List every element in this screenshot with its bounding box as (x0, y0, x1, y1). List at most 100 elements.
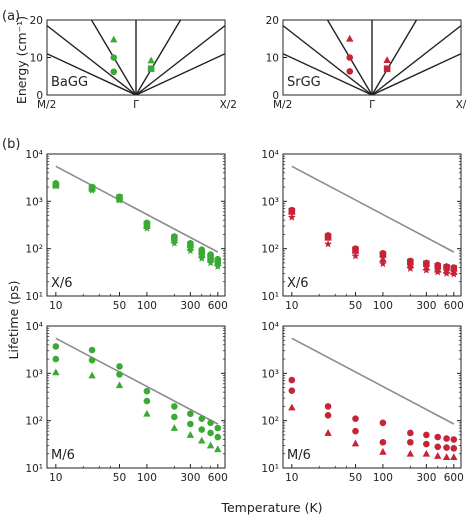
x-tick-label: X/2 (220, 99, 237, 111)
data-point (187, 410, 194, 418)
data-point (379, 419, 387, 427)
panel-a-label: (a) (2, 9, 20, 24)
data-point (379, 447, 387, 455)
data-point (379, 251, 387, 258)
data-point (198, 250, 206, 258)
data-point (449, 270, 458, 278)
data-point (351, 251, 360, 260)
x-tick-label: 10 (49, 472, 62, 484)
data-point (207, 429, 214, 437)
reference-line (291, 337, 455, 425)
data-point (52, 343, 60, 350)
data-point (442, 453, 451, 460)
y-tick-label: 10⁴ (261, 321, 279, 333)
x-tick-label: 300 (416, 472, 436, 484)
y-tick-label: 10² (261, 244, 279, 256)
direction-label: M/6 (287, 448, 311, 463)
plot-frame (282, 325, 462, 469)
data-point (110, 35, 118, 43)
dispersion-branch (371, 20, 418, 95)
data-point (407, 429, 414, 437)
y-tick-label: 20 (266, 15, 279, 27)
data-point (186, 246, 195, 255)
data-point (383, 65, 391, 73)
data-point (171, 413, 178, 421)
x-tick-label: 50 (349, 300, 362, 312)
x-tick-label: Γ (369, 99, 375, 111)
lifetime-plot-bagg-X6: 10¹ 10² 10³ 10⁴ 10 50 100 300 600 X/6 (25, 149, 227, 312)
dispersion-lines (283, 20, 461, 95)
direction-label: M/6 (51, 448, 75, 463)
lifetime-plot-srgg-X6: 10¹ 10² 10³ 10⁴ 10 50 100 300 600 X/6 (261, 149, 463, 312)
data-point (143, 224, 151, 232)
data-point (324, 233, 332, 241)
data-point (423, 440, 430, 448)
x-tick-label: 600 (208, 472, 228, 484)
y-tick-label: 10² (25, 244, 43, 256)
direction-label: X/6 (287, 276, 309, 291)
data-point (422, 449, 431, 457)
data-point (115, 196, 124, 204)
dispersion-branch (371, 25, 461, 95)
data-point (214, 424, 222, 432)
data-point (110, 68, 118, 76)
data-point (351, 439, 360, 447)
data-point (116, 371, 123, 378)
lifetime-plot-bagg-M6: 10¹ 10² 10³ 10⁴ 10 50 100 300 600 M/6 (25, 321, 227, 484)
data-point (170, 424, 179, 431)
x-tick-label: 10 (285, 472, 298, 484)
x-tick-label: 100 (137, 472, 157, 484)
data-point (346, 34, 354, 42)
dispersion-branch (283, 25, 373, 95)
data-point (407, 438, 414, 446)
data-point (143, 397, 151, 405)
data-point (288, 403, 296, 411)
panel-b-label: (b) (2, 137, 20, 152)
dispersion-plot-bagg: 0 10 20 M/2 Γ X/2 BaGG (30, 15, 237, 111)
dispersion-branch (283, 53, 373, 95)
data-point (379, 255, 387, 263)
data-point (443, 444, 450, 451)
data-point (198, 436, 206, 444)
dispersion-branch (135, 53, 225, 95)
data-point (324, 411, 332, 419)
data-point (287, 213, 296, 221)
data-point (450, 436, 458, 443)
data-point (442, 269, 451, 277)
data-point (170, 239, 179, 247)
data-point (379, 438, 387, 446)
dispersion-branch (135, 20, 182, 95)
data-point (198, 415, 206, 423)
energy-axis-label: Energy (cm⁻¹) (14, 16, 29, 104)
x-tick-label: 300 (180, 300, 200, 312)
data-point (52, 368, 60, 376)
dispersion-lines (47, 20, 225, 95)
x-tick-label: 600 (444, 300, 464, 312)
x-tick-label: M/2 (273, 99, 292, 111)
data-point (383, 56, 391, 64)
data-point (346, 68, 354, 75)
x-tick-label: X/2 (456, 99, 467, 111)
x-tick-label: M/2 (37, 99, 56, 111)
y-tick-label: 10³ (261, 368, 279, 380)
x-tick-label: 100 (137, 300, 157, 312)
y-tick-label: 10² (261, 416, 279, 428)
data-point (206, 258, 215, 267)
data-point (186, 431, 195, 438)
x-tick-label: 10 (285, 300, 298, 312)
data-point (288, 207, 296, 215)
data-point (51, 181, 60, 190)
dispersion-branch (135, 25, 225, 95)
y-tick-label: 10⁴ (25, 321, 43, 333)
dispersion-branch (371, 53, 461, 95)
y-tick-label: 10³ (25, 196, 43, 208)
data-point (198, 426, 206, 433)
dispersion-branch (47, 53, 137, 95)
y-tick-label: 10 (266, 53, 279, 65)
material-label: BaGG (51, 75, 88, 90)
lifetime-axis-label: Lifetime (ps) (6, 281, 21, 360)
plot-frame (282, 153, 462, 297)
reference-line (55, 165, 219, 253)
plot-frame (46, 325, 226, 469)
